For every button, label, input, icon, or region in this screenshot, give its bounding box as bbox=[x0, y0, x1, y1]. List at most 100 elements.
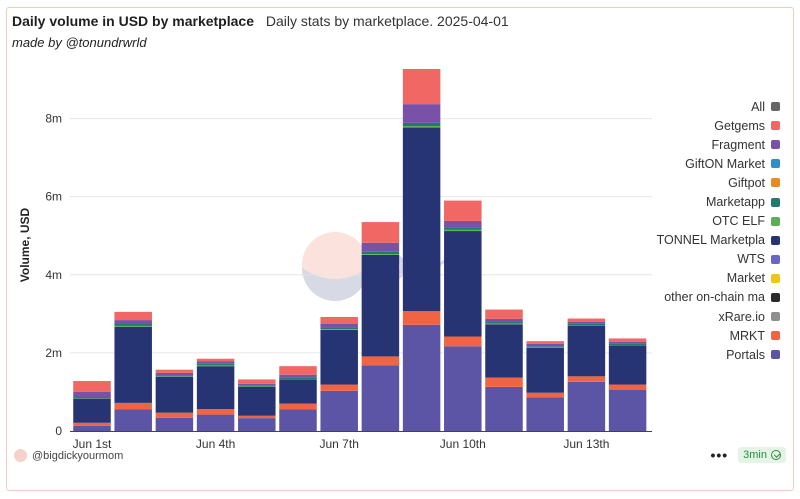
legend-swatch bbox=[771, 216, 780, 226]
bar-segment bbox=[444, 227, 482, 230]
legend-label: GiftON Market bbox=[685, 156, 765, 171]
avatar bbox=[14, 449, 27, 462]
legend-swatch bbox=[771, 331, 780, 341]
legend-swatch bbox=[771, 235, 780, 245]
bar-segment bbox=[608, 338, 647, 342]
bar-segment bbox=[608, 345, 647, 385]
legend-item[interactable]: WTS bbox=[640, 250, 780, 269]
bar-segment bbox=[485, 309, 523, 319]
bar-segment bbox=[444, 336, 482, 347]
legend-label: Market bbox=[726, 271, 765, 286]
legend-label: WTS bbox=[737, 252, 765, 267]
bar-segment bbox=[402, 122, 441, 126]
bar-segment bbox=[238, 379, 276, 384]
legend-label: TONNEL Marketpla bbox=[656, 233, 765, 248]
bar-segment bbox=[320, 384, 358, 391]
bar-segment bbox=[320, 390, 358, 431]
legend-swatch bbox=[771, 292, 780, 302]
bar-segment bbox=[279, 366, 317, 375]
legend-label: Giftpot bbox=[728, 175, 765, 190]
legend-item[interactable]: OTC ELF bbox=[640, 212, 780, 231]
bar-segment bbox=[279, 377, 317, 380]
bar-segment bbox=[485, 324, 523, 378]
legend-item[interactable]: other on-chain ma bbox=[640, 288, 780, 307]
bar-segment bbox=[279, 409, 317, 431]
bar-segment bbox=[402, 104, 441, 123]
legend-label: other on-chain ma bbox=[664, 290, 765, 305]
footer-user[interactable]: @bigdickyourmom bbox=[14, 449, 123, 462]
legend-swatch bbox=[771, 102, 780, 112]
bar-segment bbox=[567, 323, 606, 326]
legend-label: Fragment bbox=[711, 137, 766, 152]
bar-segment bbox=[279, 374, 317, 378]
legend-item[interactable]: All bbox=[640, 97, 780, 116]
bar-segment bbox=[279, 403, 317, 410]
bar-segment bbox=[485, 323, 523, 325]
chart-author: made by @tonundrwrld bbox=[12, 35, 147, 50]
y-tick-label: 8m bbox=[45, 112, 62, 126]
bar-segment bbox=[73, 391, 111, 398]
bar-segment bbox=[155, 369, 194, 373]
bar-segment bbox=[526, 397, 564, 431]
legend-label: Marketapp bbox=[705, 195, 765, 210]
legend-item[interactable]: xRare.io bbox=[640, 307, 780, 326]
bar-segment bbox=[114, 325, 152, 327]
bar-segment bbox=[402, 125, 441, 128]
chart-header: Daily volume in USD by marketplace Daily… bbox=[12, 13, 509, 29]
legend-item[interactable]: MRKT bbox=[640, 326, 780, 345]
footer-username: @bigdickyourmom bbox=[32, 449, 124, 462]
x-tick-label: Jun 13th bbox=[563, 437, 609, 451]
legend-item[interactable]: GiftON Market bbox=[640, 154, 780, 173]
x-tick-label: Jun 4th bbox=[196, 437, 235, 451]
bar-segment bbox=[361, 222, 400, 243]
bar-segment bbox=[361, 254, 400, 255]
bar-segment bbox=[402, 324, 441, 431]
bar-segment bbox=[73, 422, 111, 426]
legend-swatch bbox=[771, 312, 780, 322]
more-options-icon[interactable]: ••• bbox=[710, 447, 729, 463]
bar-segment bbox=[114, 402, 152, 410]
legend-swatch bbox=[771, 159, 780, 169]
legend-item[interactable]: Marketapp bbox=[640, 192, 780, 211]
legend-item[interactable]: Portals bbox=[640, 345, 780, 364]
y-tick-label: 2m bbox=[45, 346, 62, 360]
legend-label: Getgems bbox=[714, 118, 765, 133]
chart-legend: All Getgems Fragment GiftON Market Giftpot Ma… bbox=[640, 97, 780, 364]
bar-segment bbox=[361, 242, 400, 252]
bar-segment bbox=[196, 414, 235, 431]
bar-segment bbox=[444, 220, 482, 228]
bar-segment bbox=[196, 366, 235, 410]
bar-segment bbox=[402, 311, 441, 325]
bar-segment bbox=[526, 392, 564, 398]
legend-item[interactable]: Market bbox=[640, 269, 780, 288]
bar-segment bbox=[361, 251, 400, 255]
legend-item[interactable]: Getgems bbox=[640, 116, 780, 135]
bar-segment bbox=[444, 346, 482, 431]
bar-segment bbox=[402, 127, 441, 312]
bar-segment bbox=[361, 365, 400, 431]
bar-segment bbox=[320, 329, 358, 330]
bar-segment bbox=[73, 398, 111, 423]
bar-segment bbox=[238, 386, 276, 416]
refresh-age-badge[interactable]: 3min bbox=[738, 447, 786, 463]
bar-segment bbox=[196, 358, 235, 362]
bar-segment bbox=[608, 343, 647, 346]
bar-segment bbox=[155, 412, 194, 418]
bar-segment bbox=[196, 409, 235, 415]
bar-segment bbox=[444, 231, 482, 337]
bar-segment bbox=[155, 376, 194, 413]
bar-segment bbox=[485, 386, 523, 431]
chart-subtitle: Daily stats by marketplace. 2025-04-01 bbox=[265, 13, 509, 29]
legend-swatch bbox=[771, 254, 780, 264]
legend-item[interactable]: Fragment bbox=[640, 135, 780, 154]
y-tick-label: 4m bbox=[45, 268, 62, 282]
bar-segment bbox=[238, 415, 276, 419]
bar-segment bbox=[196, 361, 235, 364]
bar-segment bbox=[196, 365, 235, 367]
check-circle-icon bbox=[771, 450, 781, 460]
chart-title: Daily volume in USD by marketplace bbox=[12, 13, 254, 29]
bar-segment bbox=[114, 311, 152, 321]
legend-item[interactable]: Giftpot bbox=[640, 173, 780, 192]
legend-item[interactable]: TONNEL Marketpla bbox=[640, 231, 780, 250]
